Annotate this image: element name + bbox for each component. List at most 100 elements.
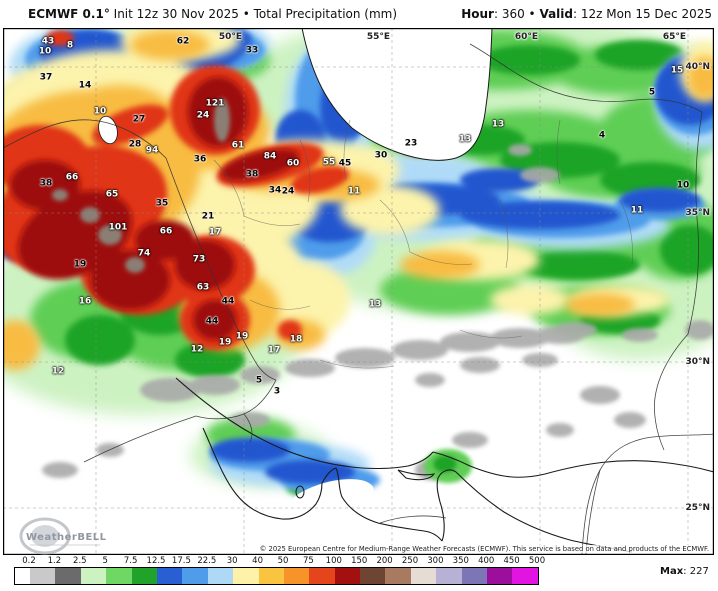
precip-value: 24 bbox=[281, 186, 295, 197]
precip-value: 23 bbox=[404, 138, 418, 149]
init-text: Init 12z 30 Nov 2025 bbox=[113, 7, 239, 21]
legend-cell bbox=[80, 568, 107, 584]
latitude-label: 40°N bbox=[685, 62, 710, 72]
precip-value: 5 bbox=[648, 87, 656, 98]
precip-value: 13 bbox=[368, 299, 382, 310]
precip-value: 63 bbox=[196, 282, 210, 293]
legend-cell bbox=[106, 568, 132, 584]
legend-tick: 50 bbox=[277, 556, 289, 566]
legend-tick: 7.5 bbox=[123, 556, 138, 566]
precip-value: 16 bbox=[78, 296, 92, 307]
precip-value: 84 bbox=[263, 151, 277, 162]
valid-info: Hour: 360 • Valid: 12z Mon 15 Dec 2025 bbox=[461, 7, 712, 21]
precip-value: 121 bbox=[205, 98, 225, 109]
precip-value: 11 bbox=[347, 186, 361, 197]
legend-cell bbox=[207, 568, 234, 584]
precip-value: 73 bbox=[192, 254, 206, 265]
legend-tick: 350 bbox=[452, 556, 469, 566]
precip-value: 18 bbox=[289, 334, 303, 345]
gulf-water bbox=[286, 479, 650, 540]
precip-value: 36 bbox=[193, 154, 207, 165]
precip-value: 65 bbox=[105, 189, 119, 200]
legend-cell bbox=[461, 568, 488, 584]
legend-cell bbox=[156, 568, 183, 584]
legend-cell bbox=[385, 568, 411, 584]
longitude-label: 60°E bbox=[514, 32, 538, 42]
precip-value: 13 bbox=[491, 119, 505, 130]
legend-tick: 450 bbox=[503, 556, 520, 566]
copyright-text: © 2025 European Centre for Medium-Range … bbox=[257, 545, 711, 553]
precip-value: 44 bbox=[221, 296, 235, 307]
longitude-label: 55°E bbox=[366, 32, 390, 42]
precip-value: 30 bbox=[374, 150, 388, 161]
legend-cell bbox=[410, 568, 437, 584]
legend-tick: 22.5 bbox=[197, 556, 217, 566]
legend-cell bbox=[334, 568, 361, 584]
legend-cell bbox=[182, 568, 208, 584]
map-canvas: WeatherBELL bbox=[3, 28, 714, 555]
legend-tick: 1.2 bbox=[47, 556, 62, 566]
map-title: ECMWF 0.1° Init 12z 30 Nov 2025 • Total … bbox=[28, 7, 398, 21]
legend-tick: 75 bbox=[302, 556, 314, 566]
precip-value: 45 bbox=[338, 158, 352, 169]
legend-tick: 200 bbox=[376, 556, 393, 566]
lake-urmia bbox=[98, 115, 118, 145]
legend-cell bbox=[233, 568, 259, 584]
precip-value: 94 bbox=[145, 145, 159, 156]
weatherbell-logo: WeatherBELL bbox=[19, 517, 106, 555]
lat-lon-gridlines bbox=[3, 28, 714, 555]
precip-value: 62 bbox=[176, 36, 190, 47]
precip-value: 10 bbox=[93, 106, 107, 117]
legend-tick: 17.5 bbox=[171, 556, 191, 566]
valid-label: Valid bbox=[539, 7, 573, 21]
precip-value: 27 bbox=[132, 114, 146, 125]
legend-tick: 40 bbox=[252, 556, 264, 566]
precip-value: 24 bbox=[196, 110, 210, 121]
product-name: Total Precipitation (mm) bbox=[253, 7, 398, 21]
legend-cell bbox=[15, 568, 30, 584]
legend-tick: 400 bbox=[478, 556, 495, 566]
legend-tick: 100 bbox=[325, 556, 342, 566]
legend-tick: 500 bbox=[528, 556, 546, 566]
longitude-label: 65°E bbox=[662, 32, 686, 42]
legend-cell bbox=[131, 568, 157, 584]
precip-value: 44 bbox=[205, 316, 219, 327]
precip-value: 60 bbox=[286, 158, 300, 169]
precip-value: 28 bbox=[128, 139, 142, 150]
hormuz-green-patch bbox=[424, 449, 472, 483]
legend-tick: 300 bbox=[427, 556, 444, 566]
legend-tick: 2.5 bbox=[73, 556, 87, 566]
legend-tick: 250 bbox=[401, 556, 419, 566]
legend-cell bbox=[258, 568, 284, 584]
hour-value: 360 bbox=[501, 7, 525, 21]
precipitation-map: WeatherBELL 43 10 8 37 14 10 62 33 27 28 121 24 61 84… bbox=[3, 28, 714, 555]
precip-value: 35 bbox=[155, 198, 169, 209]
precip-value: 55 bbox=[322, 157, 336, 168]
legend-tick: 150 bbox=[351, 556, 368, 566]
precip-value: 38 bbox=[245, 169, 259, 180]
precip-value: 12 bbox=[51, 366, 65, 377]
caspian-sea bbox=[301, 28, 493, 161]
precip-value: 12 bbox=[190, 344, 204, 355]
legend-tick: 30 bbox=[226, 556, 238, 566]
header-bar: ECMWF 0.1° Init 12z 30 Nov 2025 • Total … bbox=[0, 0, 718, 28]
precip-value: 17 bbox=[208, 227, 222, 238]
legend-cell bbox=[512, 568, 538, 584]
precip-value: 34 bbox=[268, 185, 282, 196]
max-value-readout: Max: 227 bbox=[660, 566, 709, 577]
extreme-cores bbox=[52, 98, 230, 273]
precip-value: 66 bbox=[65, 172, 79, 183]
latitude-label: 25°N bbox=[685, 503, 710, 513]
precip-value: 5 bbox=[255, 375, 263, 386]
legend-tick: 12.5 bbox=[146, 556, 166, 566]
latitude-label: 35°N bbox=[685, 208, 710, 218]
color-scale-legend: 0.2 1.2 2.5 5 7.5 12.5 17.5 22.5 30 40 50 75 100 150 2… bbox=[0, 555, 718, 591]
valid-value: 12z Mon 15 Dec 2025 bbox=[580, 7, 712, 21]
hour-label: Hour bbox=[461, 7, 494, 21]
legend-cell bbox=[309, 568, 335, 584]
model-name: ECMWF 0.1° bbox=[28, 7, 110, 21]
precip-value: 21 bbox=[201, 211, 215, 222]
legend-cell bbox=[436, 568, 462, 584]
precip-value: 19 bbox=[73, 259, 87, 270]
legend-cell bbox=[487, 568, 513, 584]
